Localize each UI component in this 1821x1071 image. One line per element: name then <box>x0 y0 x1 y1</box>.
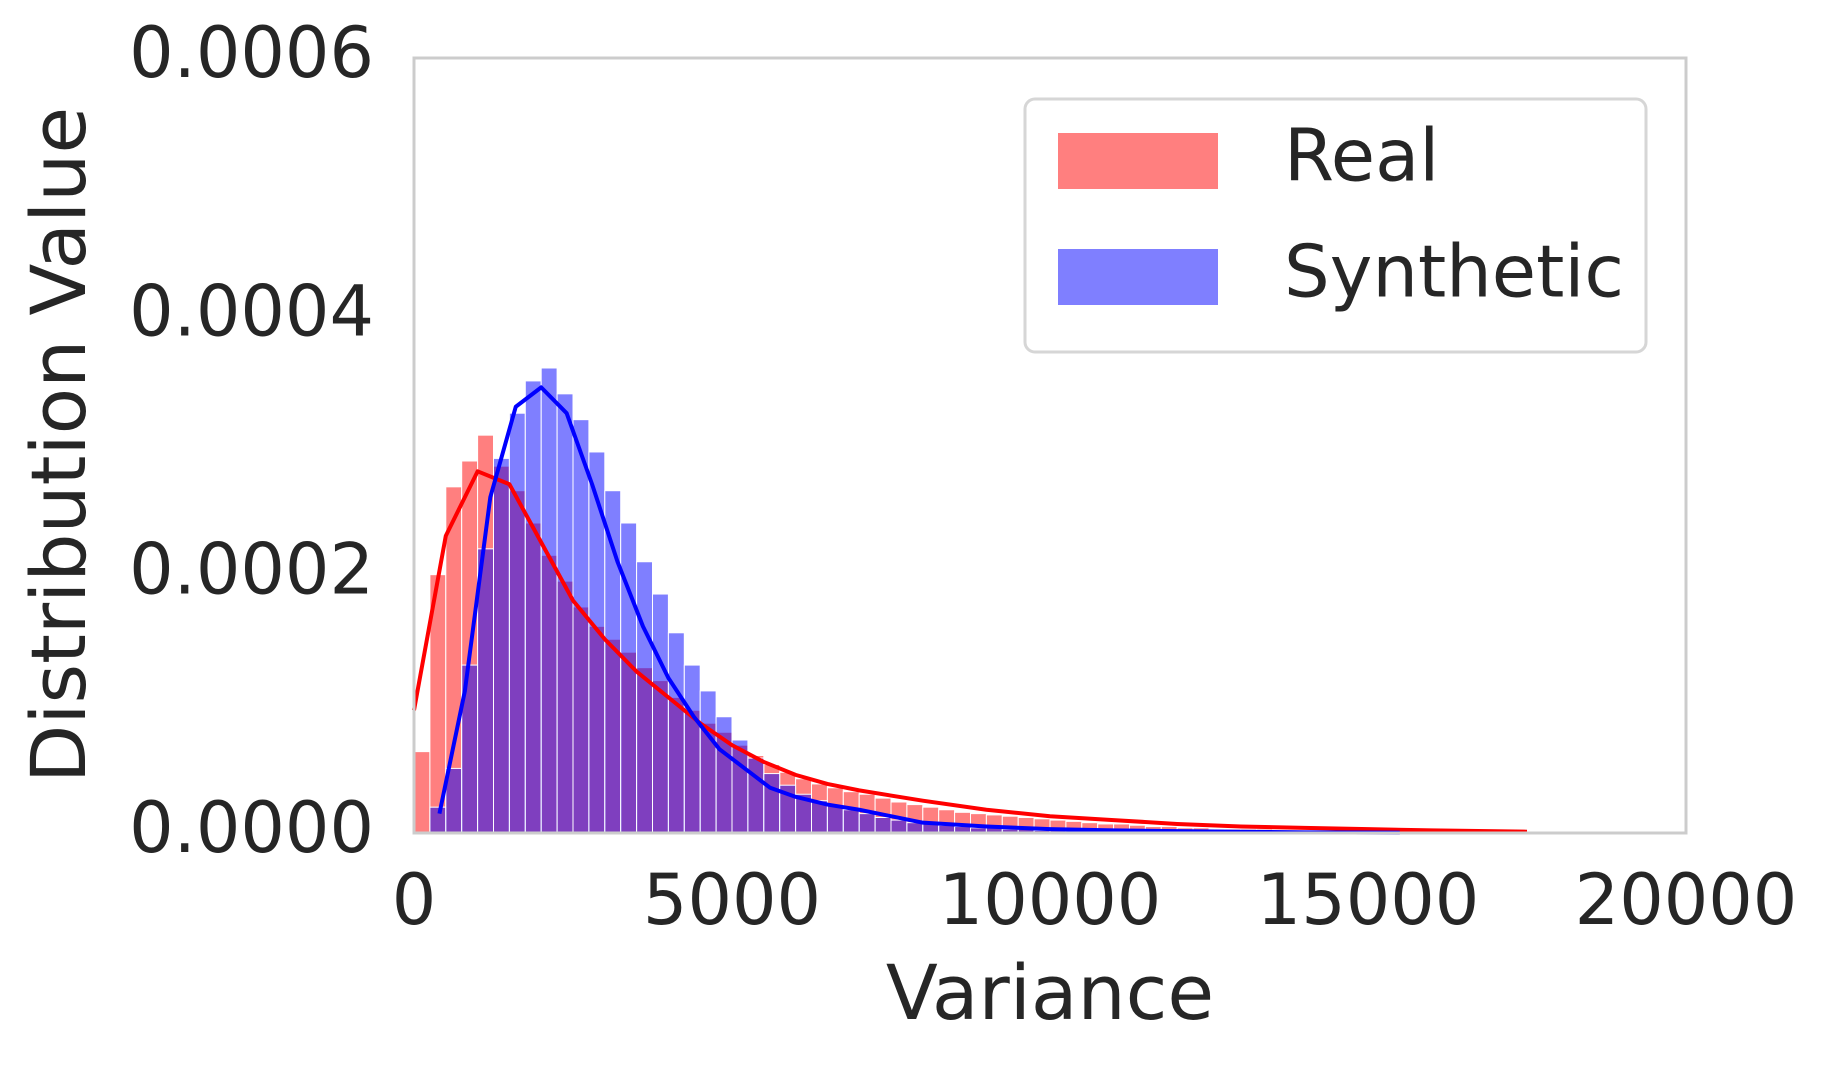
legend-patch <box>1058 133 1218 189</box>
histogram-bar <box>826 805 844 834</box>
histogram-bar <box>667 632 685 834</box>
histogram-bar <box>747 757 765 834</box>
x-tick-label: 10000 <box>939 859 1162 941</box>
x-tick-label: 0 <box>392 859 437 941</box>
y-tick-label: 0.0000 <box>129 787 374 869</box>
x-tick-label: 5000 <box>643 859 821 941</box>
legend-label: Synthetic <box>1284 230 1624 314</box>
y-tick-label: 0.0004 <box>129 270 374 352</box>
legend-patch <box>1058 249 1218 305</box>
histogram-bar <box>890 819 908 834</box>
histogram-bar <box>636 561 653 834</box>
histogram-bar <box>477 548 495 834</box>
histogram-bar <box>683 664 701 834</box>
plot-frame <box>412 56 1688 835</box>
kde-line <box>412 469 1528 834</box>
histogram-bar <box>524 380 542 834</box>
histogram-bar <box>540 367 558 834</box>
kde-line <box>437 385 1400 835</box>
histogram-bar <box>572 419 590 834</box>
histogram-bar <box>588 451 606 834</box>
histogram-bar <box>858 813 876 834</box>
x-axis-label: Variance <box>886 948 1214 1037</box>
histogram-bar <box>620 522 638 834</box>
legend-label: Real <box>1284 114 1439 198</box>
histogram-bar <box>699 690 717 834</box>
histogram-bar <box>842 809 860 834</box>
y-tick-label: 0.0002 <box>129 529 374 611</box>
y-axis-label: Distribution Value <box>14 107 103 783</box>
histogram-bar <box>508 412 526 834</box>
histogram-bar <box>429 806 447 834</box>
histogram-bar <box>413 751 431 834</box>
histogram-bar <box>556 393 574 834</box>
histogram-bar <box>493 457 510 834</box>
x-tick-label: 15000 <box>1257 859 1480 941</box>
y-tick-label: 0.0006 <box>129 12 374 94</box>
histogram-bar <box>652 593 669 834</box>
x-tick-label: 20000 <box>1575 859 1798 941</box>
histogram-bar <box>874 817 892 834</box>
